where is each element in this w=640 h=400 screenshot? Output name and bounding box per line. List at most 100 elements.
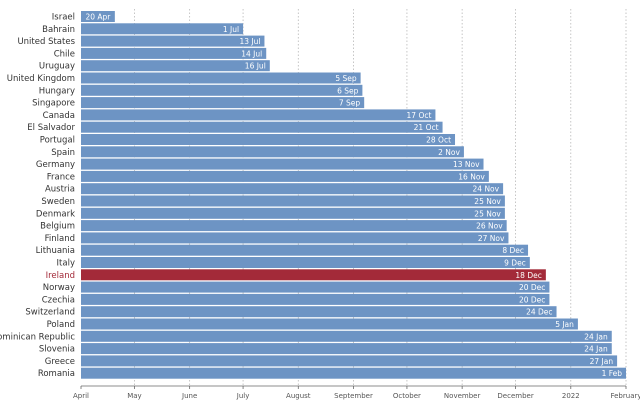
bar [81,146,464,158]
bar [81,318,578,330]
category-label: Austria [45,185,75,195]
bar [81,158,484,170]
bar-value-label: 27 Jan [590,357,614,366]
x-tick-label: October [393,392,421,400]
bar [81,269,546,281]
bars [81,11,626,379]
x-tick-label: May [127,392,141,400]
bar-value-label: 16 Jul [245,62,266,71]
bar-value-label: 20 Dec [519,295,545,304]
category-labels: Israel Bahrain United States Chile Uruguay Un… [0,13,76,380]
category-label: Czechia [42,295,75,305]
category-label: Israel [52,13,75,23]
bar [81,121,443,133]
bar [81,72,361,84]
bar-value-label: 5 Sep [335,74,357,83]
bar [81,183,504,195]
bar [81,109,436,121]
bar-value-label: 13 Jul [239,37,260,46]
bar-value-label: 27 Nov [478,234,505,243]
category-label: Slovenia [39,345,75,355]
bar-value-label: 26 Nov [476,222,503,231]
category-label: Dominican Republic [0,332,75,342]
category-label: Portugal [40,136,75,146]
category-label: Belgium [40,222,75,232]
bar-value-label: 24 Nov [473,185,500,194]
bar [81,195,505,207]
category-label: Spain [51,148,75,158]
category-label: United States [17,37,75,47]
bar-value-label: 17 Oct [407,111,432,120]
bar [81,343,612,355]
x-tick-label: 2022 [562,392,580,400]
x-tick-label: November [444,392,481,400]
bar [81,220,507,232]
x-axis: April May June July August September October No… [73,385,640,400]
bar [81,355,618,367]
bar-value-label: 21 Oct [414,123,439,132]
category-label: Hungary [39,86,75,96]
bar-value-label: 24 Dec [526,308,552,317]
bar [81,35,265,47]
x-tick-label: February [610,392,640,400]
bar-value-label: 24 Jan [584,332,608,341]
bar-value-label: 25 Nov [474,209,501,218]
bar [81,11,115,22]
category-label: France [47,172,75,182]
bar-value-label: 9 Dec [504,259,526,268]
category-label: Switzerland [25,308,75,318]
category-label: Greece [45,357,75,367]
bar [81,244,529,256]
category-label: Chile [54,49,75,59]
bar [81,170,489,182]
category-label: Ireland [46,271,75,281]
category-label: Lithuania [36,246,75,256]
category-label: United Kingdom [7,74,75,84]
category-label: Sweden [41,197,75,207]
x-tick-label: December [497,392,533,400]
bar-value-label: 28 Oct [426,136,451,145]
x-tick-label: August [286,392,311,400]
x-tick-label: April [73,392,89,400]
bar [81,257,530,268]
bar [81,330,612,342]
bar [81,84,363,96]
x-tick-label: June [181,392,197,400]
bar-value-label: 1 Jul [223,25,239,34]
bar-value-label: 25 Nov [474,197,501,206]
bar-value-label: 5 Jan [555,320,574,329]
bar [81,47,267,59]
category-label: Uruguay [39,62,75,72]
bar-value-label: 20 Apr [85,13,111,22]
bar-value-label: 7 Sep [339,99,361,108]
category-label: Bahrain [42,25,75,35]
bar [81,207,505,219]
bar [81,23,244,35]
bar-value-label: 8 Dec [502,246,524,255]
bar [81,60,270,72]
bar-value-label: 1 Feb [602,369,623,378]
category-label: Germany [36,160,75,170]
bar-value-label: 6 Sep [337,86,359,95]
bar-value-label: 2 Nov [438,148,460,157]
bar [81,306,557,318]
category-label: Finland [45,234,75,244]
bar [81,281,550,293]
category-label: Denmark [36,209,75,219]
category-label: Romania [38,369,75,379]
bar-value-label: 24 Jan [584,345,608,354]
bar [81,97,365,109]
category-label: Canada [43,111,75,121]
bar [81,232,509,244]
category-label: Italy [57,259,75,269]
bar [81,293,550,305]
x-tick-label: September [334,392,373,400]
category-label: Singapore [32,99,75,109]
bar-value-label: 16 Nov [458,172,485,181]
category-label: El Salvador [27,123,75,133]
bar [81,367,626,379]
bar-value-label: 18 Dec [515,271,541,280]
bar-value-label: 20 Dec [519,283,545,292]
category-label: Norway [43,283,75,293]
